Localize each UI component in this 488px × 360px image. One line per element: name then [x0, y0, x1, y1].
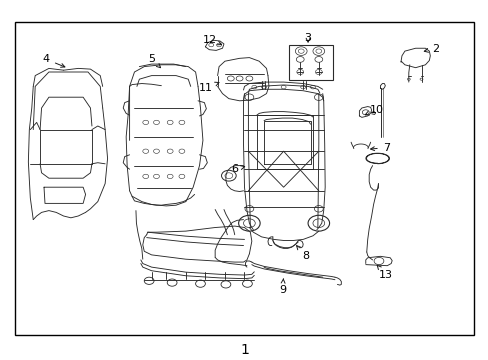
- Text: 5: 5: [148, 54, 160, 68]
- Text: 1: 1: [240, 343, 248, 357]
- Text: 13: 13: [376, 265, 392, 280]
- Text: 9: 9: [279, 279, 285, 295]
- Text: 12: 12: [203, 35, 221, 45]
- Text: 7: 7: [370, 143, 389, 153]
- Text: 6: 6: [231, 164, 244, 174]
- Text: 3: 3: [304, 33, 311, 43]
- Text: 4: 4: [43, 54, 65, 67]
- Bar: [288, 45, 333, 80]
- Text: 11: 11: [198, 82, 219, 93]
- Text: 8: 8: [296, 246, 308, 261]
- Text: 10: 10: [365, 105, 383, 115]
- Text: 2: 2: [424, 44, 438, 54]
